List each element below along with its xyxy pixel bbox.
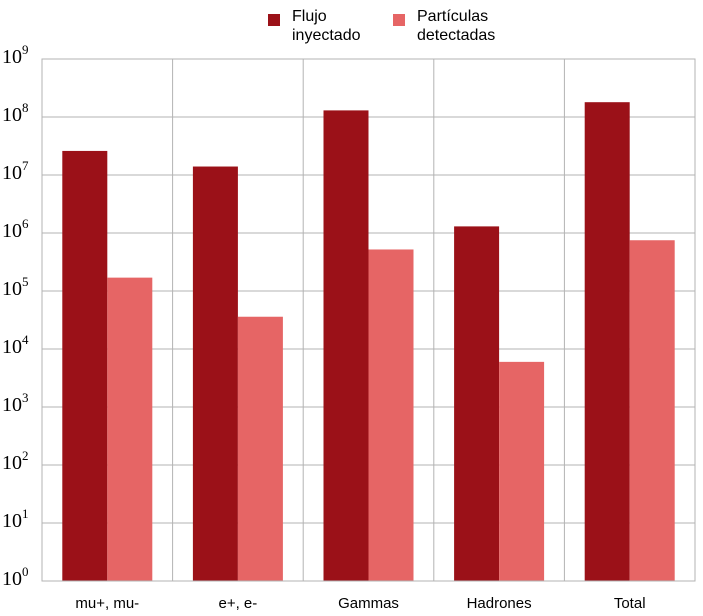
bar-flujo-inyectado	[192, 166, 238, 581]
legend-label: Partículas	[417, 8, 488, 25]
bar-particulas-detectadas	[107, 277, 153, 581]
x-category-label: Total	[614, 595, 646, 612]
y-tick-label: 101	[2, 506, 29, 532]
bar-flujo-inyectado	[62, 150, 108, 581]
y-tick-label: 105	[2, 274, 29, 300]
bar-particulas-detectadas	[237, 316, 283, 581]
x-category-label: Gammas	[338, 595, 399, 612]
bar-particulas-detectadas	[499, 361, 545, 581]
y-tick-label: 103	[2, 390, 29, 416]
bars	[62, 102, 675, 582]
bar-particulas-detectadas	[629, 240, 675, 581]
y-axis-ticks: 100 101 102 103 104 105 106 107 108 109	[2, 42, 29, 590]
y-tick-label: 102	[2, 448, 29, 474]
y-tick-label: 109	[2, 42, 29, 68]
x-category-label: mu+, mu-	[75, 595, 139, 612]
legend-swatch	[268, 14, 280, 26]
y-tick-label: 100	[2, 564, 29, 590]
plot-border	[41, 58, 696, 582]
y-tick-label: 104	[2, 332, 29, 358]
y-tick-label: 107	[2, 158, 29, 184]
bar-particulas-detectadas	[368, 249, 414, 581]
x-axis-labels: mu+, mu-e+, e- Gammas Hadrones Total	[75, 595, 645, 612]
plot-frame	[41, 58, 696, 582]
y-tick-label: 106	[2, 216, 29, 242]
legend-swatch	[393, 14, 405, 26]
legend: Flujo inyectado Partículas detectadas	[268, 8, 495, 44]
bar-flujo-inyectado	[323, 110, 369, 581]
x-category-label: Hadrones	[467, 595, 532, 612]
legend-label: inyectado	[292, 27, 361, 44]
x-category-label: e+, e-	[219, 595, 258, 612]
bar-flujo-inyectado	[584, 102, 630, 582]
y-tick-label: 108	[2, 100, 29, 126]
legend-label: detectadas	[417, 27, 495, 44]
bar-flujo-inyectado	[454, 226, 500, 581]
legend-label: Flujo	[292, 8, 327, 25]
